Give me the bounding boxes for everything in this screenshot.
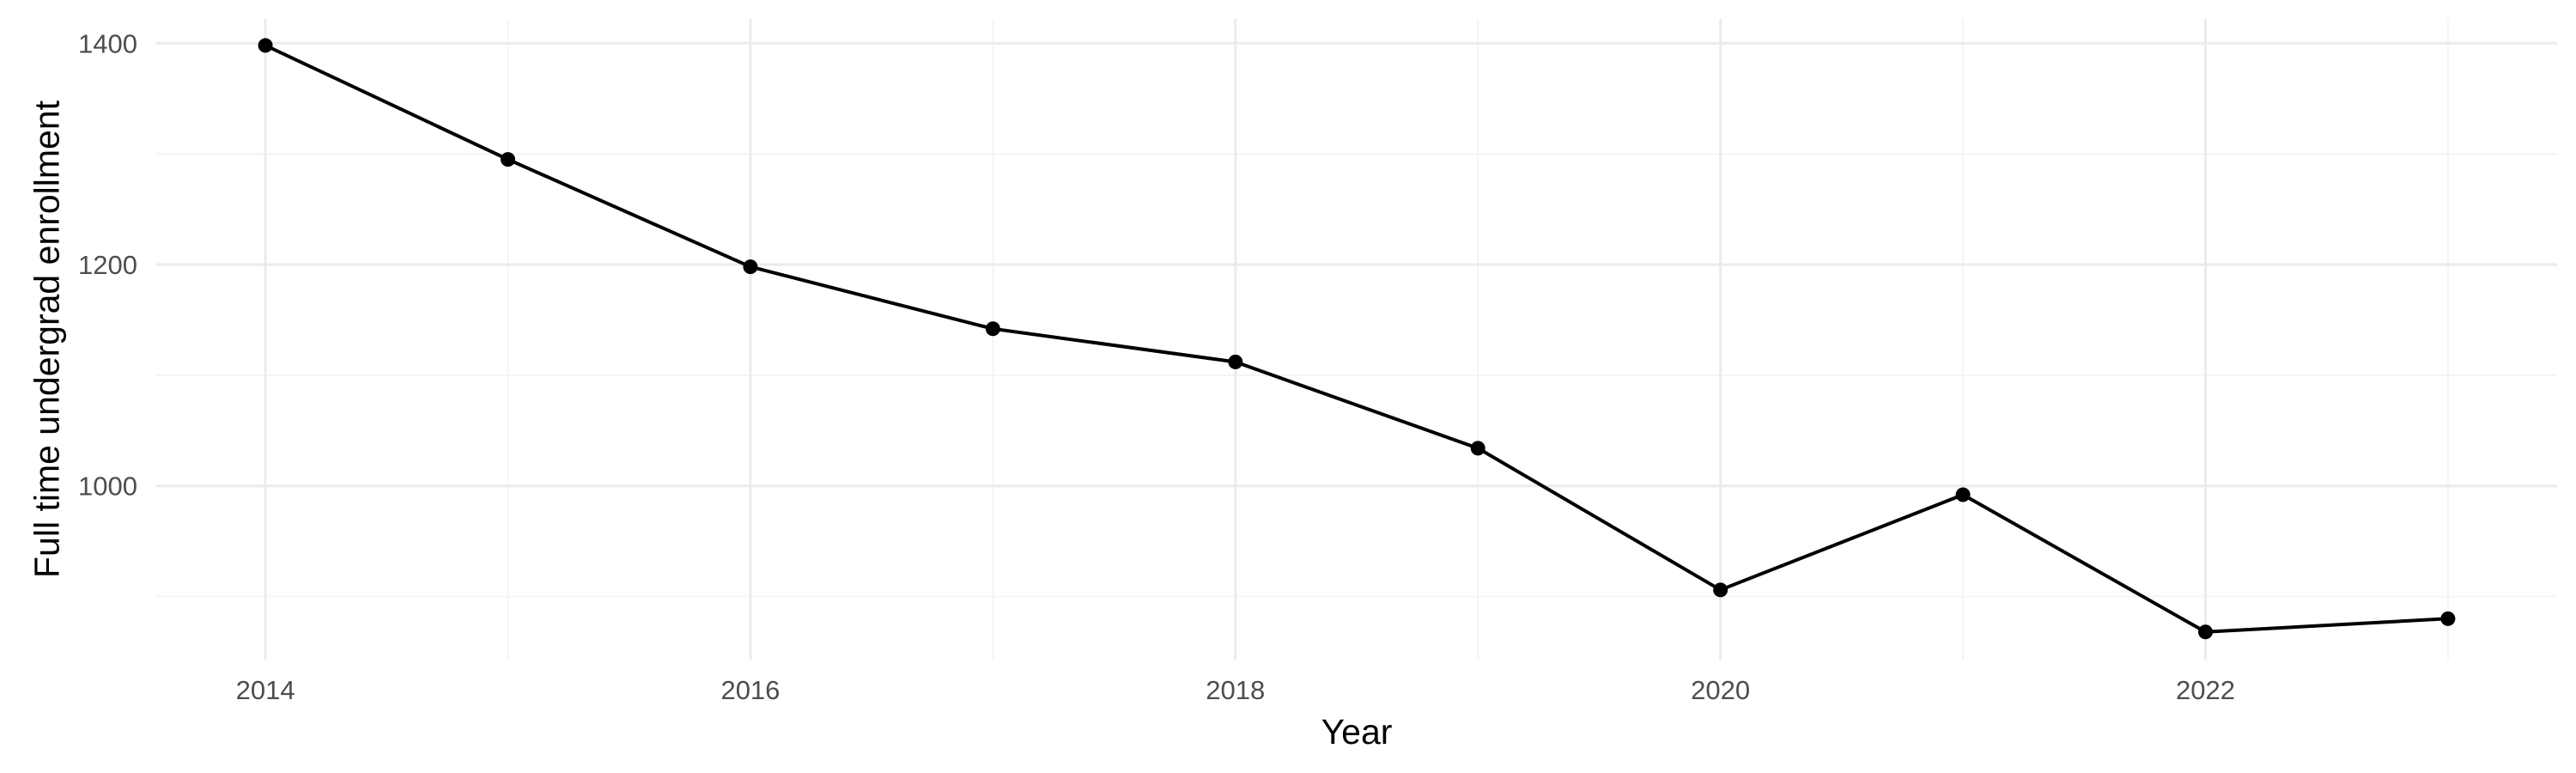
series-line <box>264 44 2449 634</box>
x-tick-label: 2016 <box>720 675 780 705</box>
y-axis-ticks: 1000 1200 1400 <box>78 28 137 501</box>
y-tick-label: 1000 <box>78 472 137 502</box>
x-tick-label: 2020 <box>1691 675 1750 705</box>
data-point <box>2440 611 2456 626</box>
x-tick-label: 2022 <box>2176 675 2235 705</box>
y-tick-label: 1400 <box>78 28 137 58</box>
data-point <box>743 259 758 275</box>
data-point <box>1228 354 1243 369</box>
minor-gridlines <box>156 19 2557 660</box>
data-point <box>2197 624 2213 640</box>
data-point <box>1713 582 1728 598</box>
y-axis-title: Full time undergrad enrollment <box>27 100 66 578</box>
data-point <box>1470 441 1485 456</box>
major-gridlines <box>156 19 2557 660</box>
x-tick-label: 2014 <box>236 675 295 705</box>
x-axis-title: Year <box>1321 712 1393 752</box>
data-series <box>258 38 2456 640</box>
x-tick-label: 2018 <box>1206 675 1265 705</box>
data-point <box>501 152 516 167</box>
x-axis-ticks: 2014 2016 2018 2020 2022 <box>236 675 2235 705</box>
data-point <box>258 38 273 53</box>
data-point <box>985 321 1000 337</box>
y-tick-label: 1200 <box>78 250 137 280</box>
data-point <box>1955 487 1971 502</box>
